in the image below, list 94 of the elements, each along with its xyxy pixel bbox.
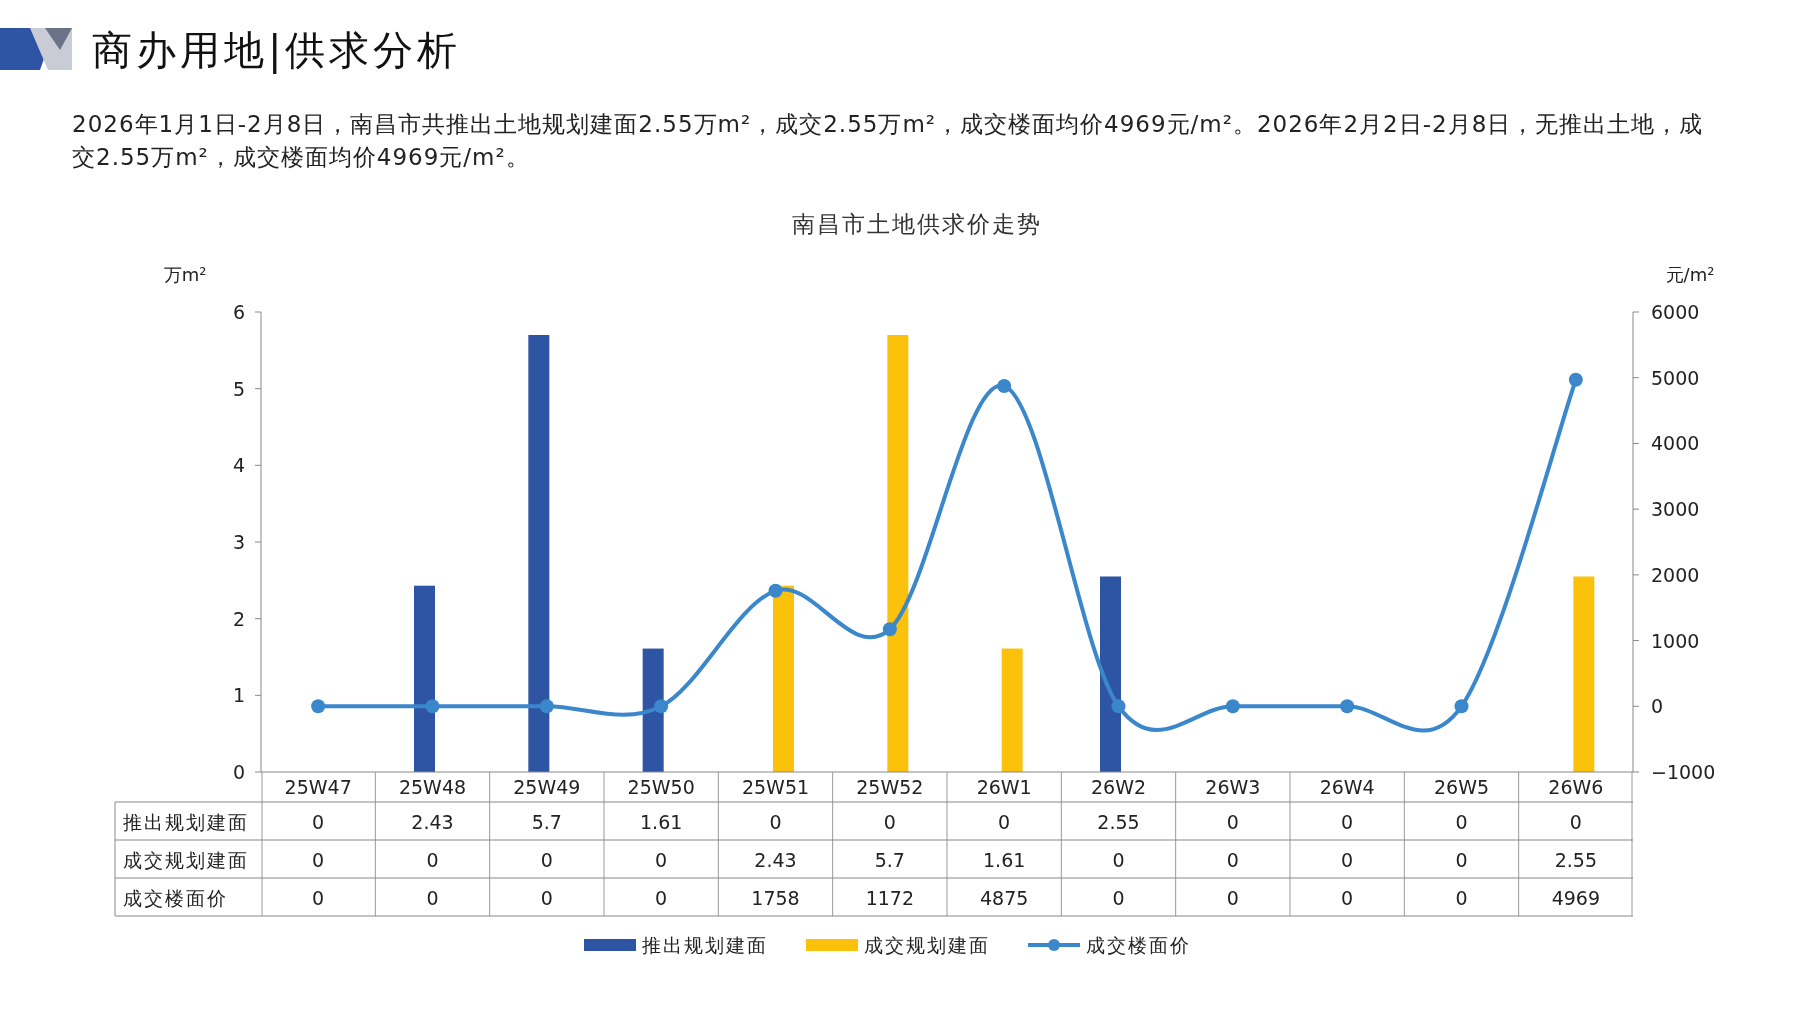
- bar: [773, 585, 794, 772]
- data-label: 1758: [751, 887, 800, 909]
- data-label: 0: [1112, 887, 1125, 909]
- data-label: 0: [998, 811, 1011, 833]
- point: [539, 699, 554, 714]
- data-label: 0: [1226, 887, 1239, 909]
- bar: [642, 648, 664, 772]
- data-label: 4875: [979, 887, 1029, 909]
- point: [768, 583, 783, 598]
- y2-axis-title: 元/m²: [1665, 264, 1715, 285]
- point: [654, 699, 669, 714]
- data-label: 0: [1341, 849, 1354, 871]
- data-label: 1.61: [983, 849, 1026, 871]
- point: [1340, 699, 1355, 714]
- point: [1111, 699, 1126, 714]
- text: 推出规划建面: [123, 811, 249, 833]
- y-tick-label: 5: [232, 377, 245, 400]
- data-label: 0: [540, 887, 553, 909]
- y-tick-label: 4: [232, 454, 245, 477]
- legend-label: 成交楼面价: [1086, 934, 1191, 956]
- y-tick-label: 3: [232, 531, 245, 553]
- y2-tick-label: 5000: [1651, 366, 1700, 389]
- x-tick-label: 26W2: [1090, 776, 1147, 798]
- y-tick-label: 6: [232, 301, 245, 323]
- data-label: 0: [1226, 811, 1239, 833]
- data-label: 0: [1226, 849, 1239, 871]
- data-label: 0: [655, 887, 668, 909]
- data-label: 2.55: [1554, 849, 1597, 871]
- data-label: 5.7: [874, 849, 905, 871]
- bar: [1100, 576, 1121, 772]
- data-label: 0: [1455, 887, 1468, 909]
- text: 商办用地|供求分析: [92, 27, 462, 74]
- x-tick-label: 25W51: [741, 776, 810, 798]
- data-label: 4969: [1551, 887, 1601, 909]
- point: [425, 699, 440, 714]
- data-label: 0: [1341, 811, 1354, 833]
- legend-label: 推出规划建面: [642, 934, 768, 956]
- y2-tick-label: 6000: [1651, 301, 1700, 323]
- data-label: 0: [426, 849, 439, 871]
- y2-tick-label: −1000: [1651, 761, 1716, 783]
- x-tick-label: 26W5: [1433, 776, 1490, 798]
- bar: [1573, 576, 1595, 772]
- text: 成交规划建面: [123, 849, 249, 871]
- y2-tick-label: 3000: [1651, 498, 1700, 521]
- y2-tick-label: 1000: [1651, 629, 1700, 652]
- data-label: 0: [312, 887, 325, 909]
- x-tick-label: 25W52: [856, 776, 924, 798]
- y-tick-label: 0: [232, 761, 245, 783]
- x-tick-label: 26W6: [1548, 776, 1604, 798]
- y-axis-title: 万m²: [163, 264, 207, 285]
- data-label: 2.43: [411, 811, 454, 833]
- data-label: 1172: [865, 887, 915, 909]
- y-tick-label: 1: [232, 684, 245, 707]
- x-tick-label: 25W50: [627, 776, 695, 798]
- point: [997, 378, 1012, 393]
- text: 2026年1月1日-2月8日，南昌市共推出土地规划建面2.55万m²，成交2.55万m²，成交楼面均价4969元/m²。2026年2月2日-2月8日，无推出土地，成交2.55万m²，成交楼面均价4969元/m²。: [72, 110, 1705, 172]
- data-label: 0: [540, 849, 553, 871]
- data-label: 0: [312, 849, 325, 871]
- data-label: 0: [1455, 811, 1468, 833]
- data-label: 5.7: [531, 811, 562, 833]
- data-label: 0: [312, 811, 325, 833]
- chart-title: 南昌市土地供求价走势: [792, 211, 1042, 237]
- data-label: 1.61: [640, 811, 683, 833]
- data-label: 0: [655, 849, 668, 871]
- x-tick-label: 25W48: [398, 776, 467, 798]
- bar: [887, 335, 909, 772]
- y-tick-label: 2: [232, 607, 245, 630]
- data-label: 0: [1455, 849, 1468, 871]
- x-tick-label: 25W47: [284, 776, 352, 798]
- point: [311, 699, 326, 714]
- bar: [414, 585, 435, 772]
- point: [1568, 372, 1583, 387]
- data-label: 0: [883, 811, 896, 833]
- x-tick-label: 25W49: [513, 776, 581, 798]
- data-label: 2.43: [754, 849, 797, 871]
- data-label: 2.55: [1097, 811, 1140, 833]
- bar: [528, 335, 550, 772]
- legend-label: 成交规划建面: [864, 934, 990, 956]
- bar: [1001, 648, 1023, 772]
- data-label: 0: [1341, 887, 1354, 909]
- data-label: 0: [769, 811, 782, 833]
- y2-tick-label: 4000: [1651, 432, 1700, 455]
- data-label: 0: [1569, 811, 1582, 833]
- point: [882, 622, 897, 637]
- x-tick-label: 26W4: [1319, 776, 1375, 798]
- data-label: 0: [1112, 849, 1125, 871]
- y2-tick-label: 2000: [1651, 563, 1700, 586]
- x-tick-label: 26W3: [1205, 776, 1261, 798]
- data-label: 0: [426, 887, 439, 909]
- point: [1454, 699, 1469, 714]
- text: 成交楼面价: [123, 887, 228, 909]
- y2-tick-label: 0: [1651, 695, 1664, 718]
- point: [1225, 699, 1240, 714]
- x-tick-label: 26W1: [976, 776, 1032, 798]
